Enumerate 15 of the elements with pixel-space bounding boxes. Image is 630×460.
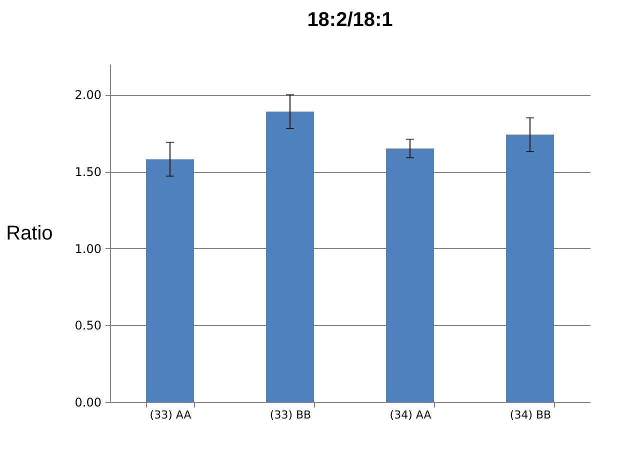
chart-title: 18:2/18:1	[307, 9, 393, 31]
x-tick-label: (34) BB	[510, 408, 552, 422]
x-tick-label: (34) AA	[390, 408, 432, 422]
bar	[386, 148, 434, 402]
y-tick-label: 1.50	[74, 165, 102, 180]
y-axis-title: Ratio	[6, 222, 53, 244]
y-tick-label: 0.00	[74, 396, 102, 410]
y-tick-label: 2.00	[74, 88, 102, 102]
y-tick-label: 0.50	[74, 318, 102, 333]
bar	[506, 134, 554, 402]
y-tick-label: 1.00	[74, 242, 102, 256]
x-tick-label: (33) AA	[150, 408, 192, 422]
bar	[266, 112, 314, 402]
x-tick-label: (33) BB	[270, 408, 312, 422]
bar	[146, 159, 194, 402]
